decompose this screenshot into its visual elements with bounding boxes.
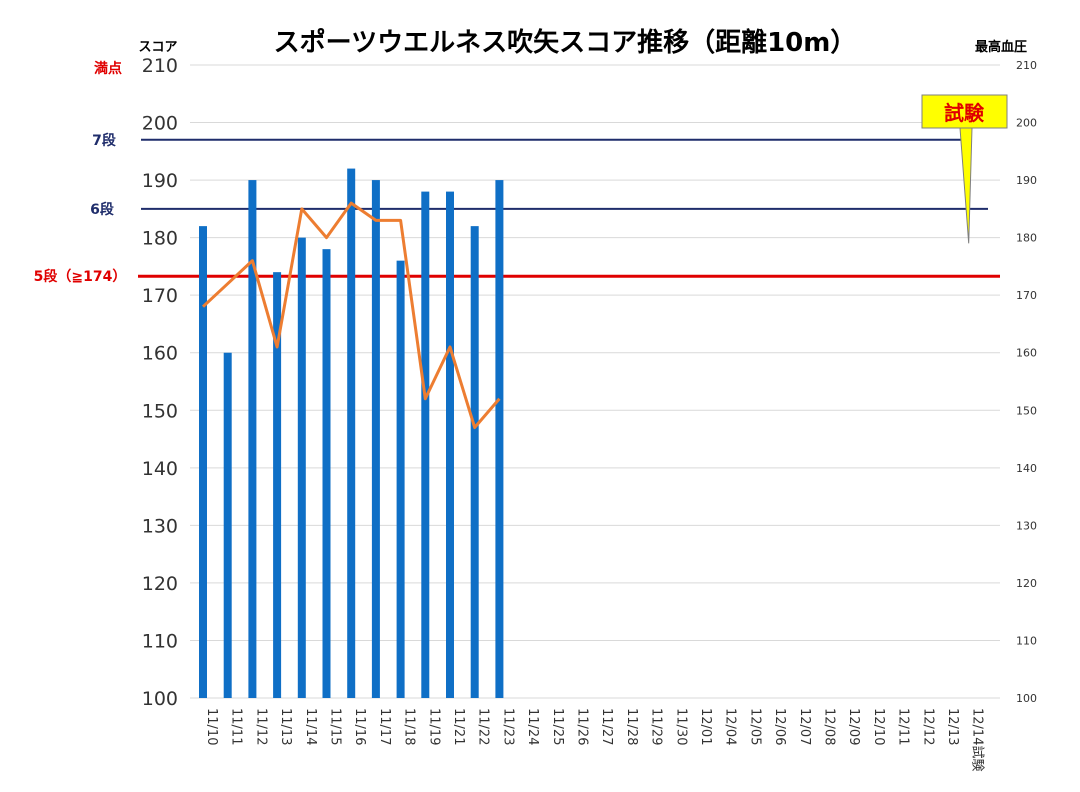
score-bar [371, 180, 380, 698]
score-bar [470, 226, 479, 699]
x-tick-label: 11/13 [278, 708, 293, 745]
x-tick-label: 11/16 [352, 708, 367, 745]
x-tick-label: 11/17 [377, 708, 392, 745]
x-tick-label: 11/18 [402, 708, 417, 745]
x-tick-label: 11/11 [229, 708, 244, 745]
y-right-tick-label: 210 [1016, 59, 1037, 72]
x-tick-label: 11/12 [253, 708, 268, 745]
y-left-tick-label: 170 [142, 285, 178, 307]
callout-text: 試験 [944, 101, 985, 125]
score-bar [199, 226, 207, 699]
x-tick-label: 12/04 [723, 708, 738, 745]
y-left-tick-label: 160 [142, 343, 178, 365]
y-right-tick-label: 110 [1016, 634, 1037, 647]
x-tick-label: 12/01 [698, 708, 713, 745]
x-tick-label: 11/10 [204, 708, 219, 745]
y-axis-left-label: スコア [138, 40, 177, 55]
x-tick-label: 11/14 [303, 708, 318, 745]
x-tick-label: 11/19 [426, 708, 441, 745]
score-bar [248, 180, 257, 698]
x-tick-label: 12/13 [945, 708, 960, 745]
y-right-tick-label: 130 [1016, 519, 1037, 532]
callout-box [921, 94, 1008, 129]
score-bar [297, 237, 306, 699]
reference-line-label: 5段（≧174） [34, 268, 127, 285]
score-bar [273, 272, 282, 698]
y-axis-right-label: 最高血圧 [975, 39, 1027, 55]
score-bar [446, 191, 454, 698]
blood-pressure-line [201, 201, 501, 430]
x-tick-label: 11/24 [525, 708, 540, 745]
y-right-tick-label: 200 [1016, 117, 1037, 130]
y-right-tick-label: 100 [1016, 692, 1037, 705]
callout-pointer [959, 127, 973, 244]
x-tick-label: 11/25 [550, 708, 565, 745]
x-tick-label: 12/12 [920, 708, 935, 745]
score-bar [322, 249, 331, 699]
score-bar [495, 180, 504, 698]
x-tick-label: 11/22 [476, 708, 491, 745]
x-tick-label: 11/29 [649, 708, 664, 745]
y-right-tick-label: 140 [1016, 462, 1037, 475]
reference-line-label: 6段 [90, 201, 114, 218]
reference-line-label: 満点 [94, 60, 122, 77]
score-bar [421, 191, 430, 698]
x-tick-label: 12/05 [747, 708, 762, 745]
y-left-tick-label: 100 [142, 688, 178, 710]
y-left-tick-label: 180 [142, 228, 178, 250]
y-right-tick-label: 180 [1016, 232, 1037, 245]
y-right-tick-label: 160 [1016, 347, 1037, 360]
score-bar [396, 260, 405, 698]
y-right-tick-label: 170 [1016, 289, 1037, 302]
reference-line-label: 7段 [92, 132, 116, 149]
y-left-tick-label: 200 [142, 113, 178, 135]
x-tick-label: 11/28 [624, 708, 639, 745]
y-left-tick-label: 140 [142, 458, 178, 480]
y-left-tick-label: 130 [142, 515, 178, 537]
y-right-tick-label: 190 [1016, 174, 1037, 187]
x-tick-label: 11/15 [328, 708, 343, 745]
x-tick-label: 12/07 [797, 708, 812, 745]
x-tick-label: 11/26 [575, 708, 590, 745]
x-tick-label: 11/27 [599, 708, 614, 745]
y-left-tick-label: 150 [142, 400, 178, 422]
y-left-tick-label: 190 [142, 170, 178, 192]
x-tick-label: 12/08 [822, 708, 837, 745]
y-right-tick-label: 120 [1016, 577, 1037, 590]
x-tick-label: 12/14試験 [970, 708, 986, 771]
x-tick-label: 11/21 [451, 708, 466, 745]
y-right-tick-label: 150 [1016, 404, 1037, 417]
score-bar [347, 168, 356, 699]
x-tick-label: 11/23 [500, 708, 515, 745]
x-tick-label: 12/11 [896, 708, 911, 745]
x-tick-label: 12/06 [772, 708, 787, 745]
y-left-tick-label: 120 [142, 573, 178, 595]
y-left-tick-label: 110 [142, 630, 178, 652]
x-tick-label: 12/09 [846, 708, 861, 745]
x-tick-label: 11/30 [673, 708, 688, 745]
chart-title: スポーツウエルネス吹矢スコア推移（距離10m） [274, 27, 857, 58]
score-bar [223, 352, 232, 698]
y-left-tick-label: 210 [142, 55, 178, 77]
x-tick-label: 12/10 [871, 708, 886, 745]
